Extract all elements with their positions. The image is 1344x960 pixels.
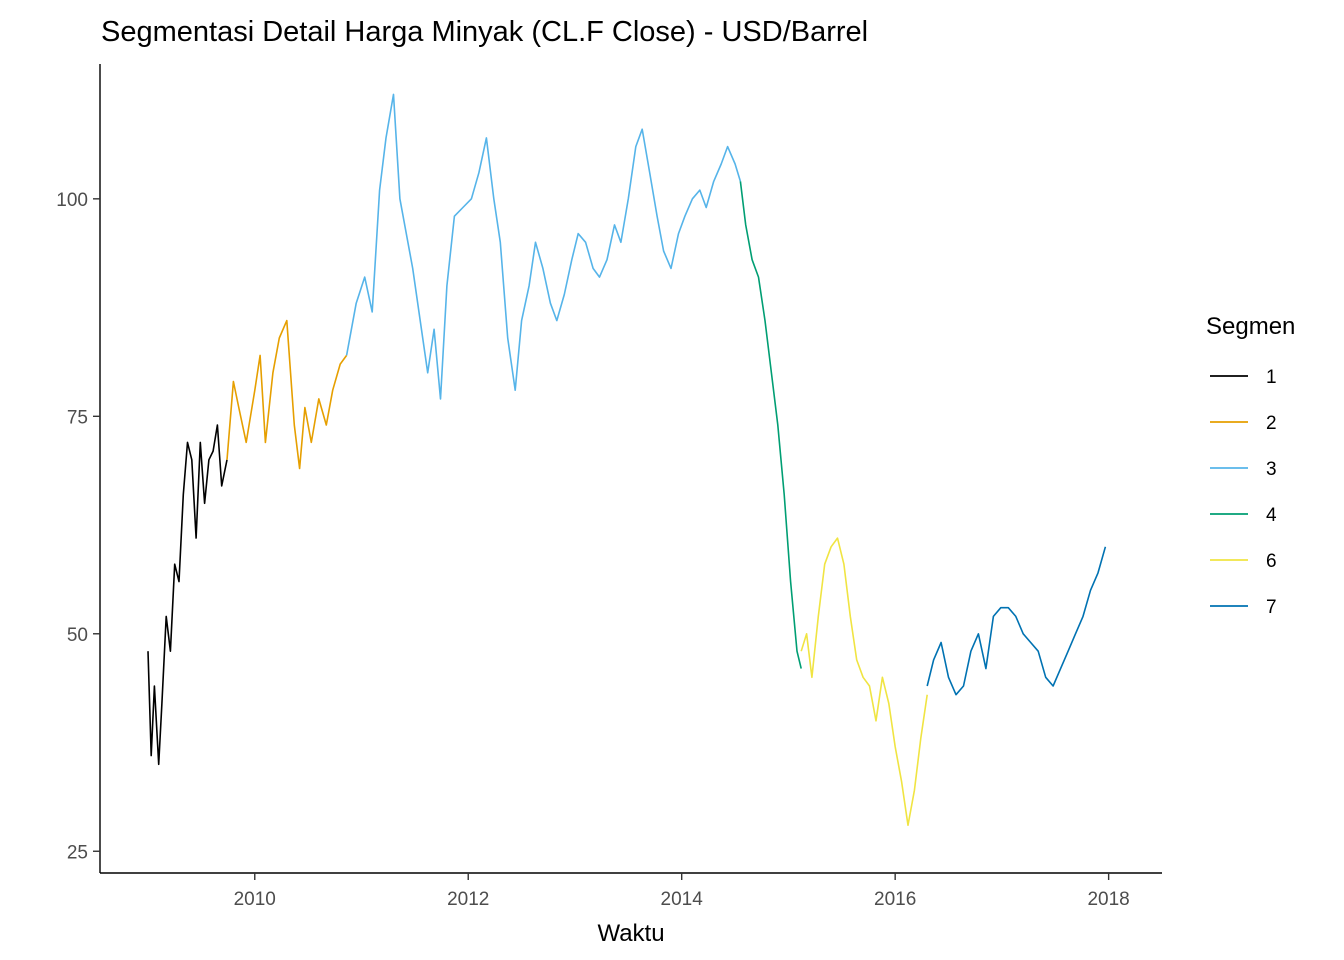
legend: Segmen 1 2 3 4 6 7 bbox=[1206, 313, 1295, 618]
x-tick-label: 2018 bbox=[1087, 889, 1129, 910]
x-axis-ticks: 2010 2012 2014 2016 2018 bbox=[234, 873, 1130, 910]
legend-label-1: 1 bbox=[1266, 367, 1277, 388]
y-tick-label: 75 bbox=[67, 407, 88, 428]
y-tick-label: 25 bbox=[67, 842, 88, 863]
y-tick-label: 50 bbox=[67, 625, 88, 646]
y-axis-ticks: 25 50 75 100 bbox=[56, 190, 100, 863]
series-line-4 bbox=[739, 181, 802, 669]
x-tick-label: 2016 bbox=[874, 889, 916, 910]
legend-label-7: 7 bbox=[1266, 597, 1277, 618]
plot-area bbox=[147, 93, 1107, 827]
x-tick-label: 2014 bbox=[661, 889, 704, 910]
legend-label-4: 4 bbox=[1266, 505, 1277, 526]
legend-label-6: 6 bbox=[1266, 551, 1277, 572]
chart-title: Segmentasi Detail Harga Minyak (CL.F Clo… bbox=[101, 16, 868, 48]
x-axis-title: Waktu bbox=[597, 920, 664, 947]
x-tick-label: 2010 bbox=[234, 889, 276, 910]
legend-title: Segmen bbox=[1206, 313, 1295, 340]
series-line-6 bbox=[800, 537, 928, 827]
series-line-7 bbox=[926, 546, 1107, 696]
legend-label-2: 2 bbox=[1266, 413, 1277, 434]
y-tick-label: 100 bbox=[56, 190, 88, 211]
series-line-2 bbox=[226, 319, 348, 470]
legend-label-3: 3 bbox=[1266, 459, 1277, 480]
series-line-3 bbox=[345, 93, 742, 400]
x-tick-label: 2012 bbox=[447, 889, 489, 910]
series-line-1 bbox=[147, 424, 228, 766]
